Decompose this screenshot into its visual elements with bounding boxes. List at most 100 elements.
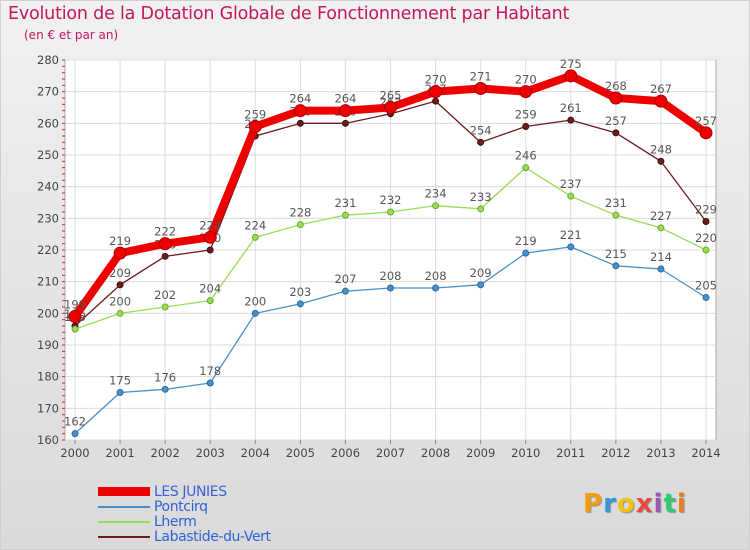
data-label: 248 [650, 142, 672, 156]
x-tick-label: 2000 [60, 446, 89, 460]
data-point [654, 94, 668, 108]
data-label: 219 [109, 234, 131, 248]
legend-swatch [98, 520, 150, 523]
legend-item-lherm: Lherm [98, 514, 271, 530]
data-point [161, 385, 169, 393]
y-tick-label: 170 [37, 401, 59, 415]
data-label: 199 [64, 298, 86, 312]
logo-letter: r [603, 489, 617, 519]
data-point [519, 85, 533, 99]
data-label: 233 [470, 190, 492, 204]
data-label: 267 [650, 82, 672, 96]
legend-item-pontcirq: Pontcirq [98, 499, 271, 515]
data-point [432, 97, 440, 105]
data-label: 209 [109, 266, 131, 280]
data-label: 261 [560, 101, 582, 115]
logo-letter: x [635, 489, 654, 519]
data-label: 257 [695, 114, 717, 128]
legend-item-labastide-du-vert: Labastide-du-Vert [98, 528, 271, 545]
logo-letter: P [583, 489, 604, 519]
x-tick-label: 2010 [511, 446, 540, 460]
data-point [251, 309, 259, 317]
y-tick-label: 240 [37, 180, 59, 194]
data-label: 270 [515, 73, 537, 87]
data-label: 254 [470, 123, 492, 137]
data-label: 205 [695, 279, 717, 293]
data-point [251, 233, 259, 241]
x-tick-label: 2007 [376, 446, 405, 460]
data-label: 224 [199, 218, 221, 232]
data-point [116, 281, 124, 289]
data-point [158, 237, 172, 251]
data-point [657, 265, 665, 273]
data-label: 237 [560, 177, 582, 191]
data-label: 202 [154, 288, 176, 302]
data-point [564, 69, 578, 83]
data-label: 264 [289, 92, 311, 106]
x-tick-label: 2002 [151, 446, 180, 460]
data-label: 203 [289, 285, 311, 299]
data-label: 246 [515, 149, 537, 163]
y-tick-label: 180 [37, 370, 59, 384]
data-point [702, 218, 710, 225]
x-tick-label: 2003 [196, 446, 225, 460]
data-point [293, 104, 307, 118]
data-point [429, 85, 443, 99]
data-label: 271 [470, 70, 492, 84]
data-point [161, 303, 169, 311]
data-point [206, 379, 214, 387]
data-point [699, 126, 713, 140]
data-point [116, 389, 124, 396]
data-label: 214 [650, 250, 672, 264]
data-point [657, 157, 665, 165]
chart-title: Evolution de la Dotation Globale de Fonc… [8, 4, 570, 24]
data-label: 268 [605, 79, 627, 93]
x-tick-label: 2008 [421, 446, 450, 460]
data-point [477, 205, 485, 213]
y-tick-label: 190 [37, 338, 59, 352]
legend-swatch [98, 535, 150, 538]
data-point [296, 300, 304, 308]
data-label: 259 [244, 108, 266, 122]
data-point [702, 246, 710, 254]
data-label: 229 [695, 203, 717, 217]
data-point [113, 246, 127, 260]
data-point [206, 297, 214, 305]
y-tick-label: 160 [37, 433, 59, 447]
data-label: 222 [154, 225, 176, 239]
x-tick-label: 2001 [105, 446, 134, 460]
chart-subtitle: (en € et par an) [24, 28, 119, 42]
data-point [522, 249, 530, 257]
data-point [341, 287, 349, 295]
data-label: 220 [695, 231, 717, 245]
data-point [522, 164, 530, 172]
x-tick-label: 2005 [286, 446, 315, 460]
data-point [567, 116, 575, 124]
data-label: 215 [605, 247, 627, 261]
data-point [71, 325, 79, 333]
data-label: 208 [425, 269, 447, 283]
data-point [387, 208, 394, 216]
data-point [702, 294, 710, 301]
data-point [612, 211, 620, 219]
data-label: 209 [470, 266, 492, 280]
data-point [161, 252, 169, 260]
legend-label: LES JUNIES [154, 483, 227, 500]
logo-letter: i [653, 489, 664, 519]
data-point [341, 211, 349, 219]
data-label: 204 [199, 282, 221, 296]
data-label: 275 [560, 57, 582, 71]
x-tick-label: 2006 [331, 446, 360, 460]
legend-label: Labastide-du-Vert [154, 528, 271, 545]
data-label: 232 [380, 193, 402, 207]
x-tick-label: 2012 [601, 446, 630, 460]
data-point [612, 129, 620, 137]
x-tick-label: 2004 [241, 446, 270, 460]
data-label: 228 [289, 206, 311, 220]
data-point [387, 284, 394, 292]
y-tick-label: 250 [37, 148, 59, 162]
data-label: 224 [244, 218, 266, 232]
data-point [477, 281, 485, 289]
data-label: 270 [425, 73, 447, 87]
